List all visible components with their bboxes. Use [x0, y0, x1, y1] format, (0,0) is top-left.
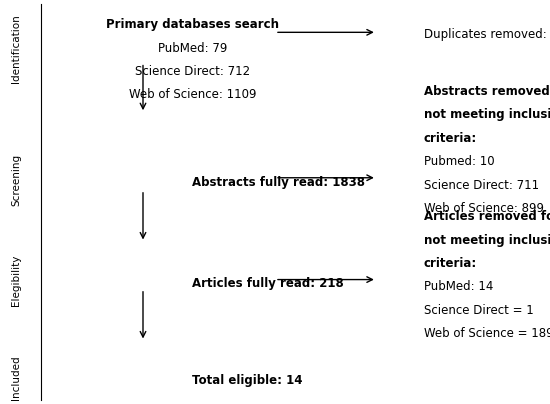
Text: Web of Science: 899: Web of Science: 899	[424, 202, 543, 215]
Text: Abstracts fully read: 1838: Abstracts fully read: 1838	[192, 176, 366, 189]
Text: Science Direct = 1: Science Direct = 1	[424, 304, 534, 317]
Text: Identification: Identification	[12, 14, 21, 83]
Text: criteria:: criteria:	[424, 132, 477, 145]
Text: Abstracts removed for: Abstracts removed for	[424, 85, 550, 98]
Text: Science Direct: 711: Science Direct: 711	[424, 179, 538, 191]
Text: not meeting inclusion: not meeting inclusion	[424, 108, 550, 121]
Text: PubMed: 79: PubMed: 79	[158, 42, 227, 55]
Text: Primary databases search: Primary databases search	[106, 18, 279, 31]
Text: PubMed: 14: PubMed: 14	[424, 280, 493, 293]
Text: Web of Science: 1109: Web of Science: 1109	[129, 88, 256, 101]
Text: criteria:: criteria:	[424, 257, 477, 270]
Text: Science Direct: 712: Science Direct: 712	[135, 65, 250, 78]
Text: Screening: Screening	[12, 154, 21, 206]
Text: Elegibility: Elegibility	[12, 255, 21, 307]
Text: not meeting inclusion: not meeting inclusion	[424, 234, 550, 246]
Text: Web of Science = 189: Web of Science = 189	[424, 327, 550, 340]
Text: Articles fully read: 218: Articles fully read: 218	[192, 277, 344, 290]
Text: Articles removed for: Articles removed for	[424, 210, 550, 223]
Text: Total eligible: 14: Total eligible: 14	[192, 374, 303, 387]
Text: Included: Included	[12, 356, 21, 400]
Text: Pubmed: 10: Pubmed: 10	[424, 155, 494, 168]
Text: Duplicates removed: 62: Duplicates removed: 62	[424, 28, 550, 41]
